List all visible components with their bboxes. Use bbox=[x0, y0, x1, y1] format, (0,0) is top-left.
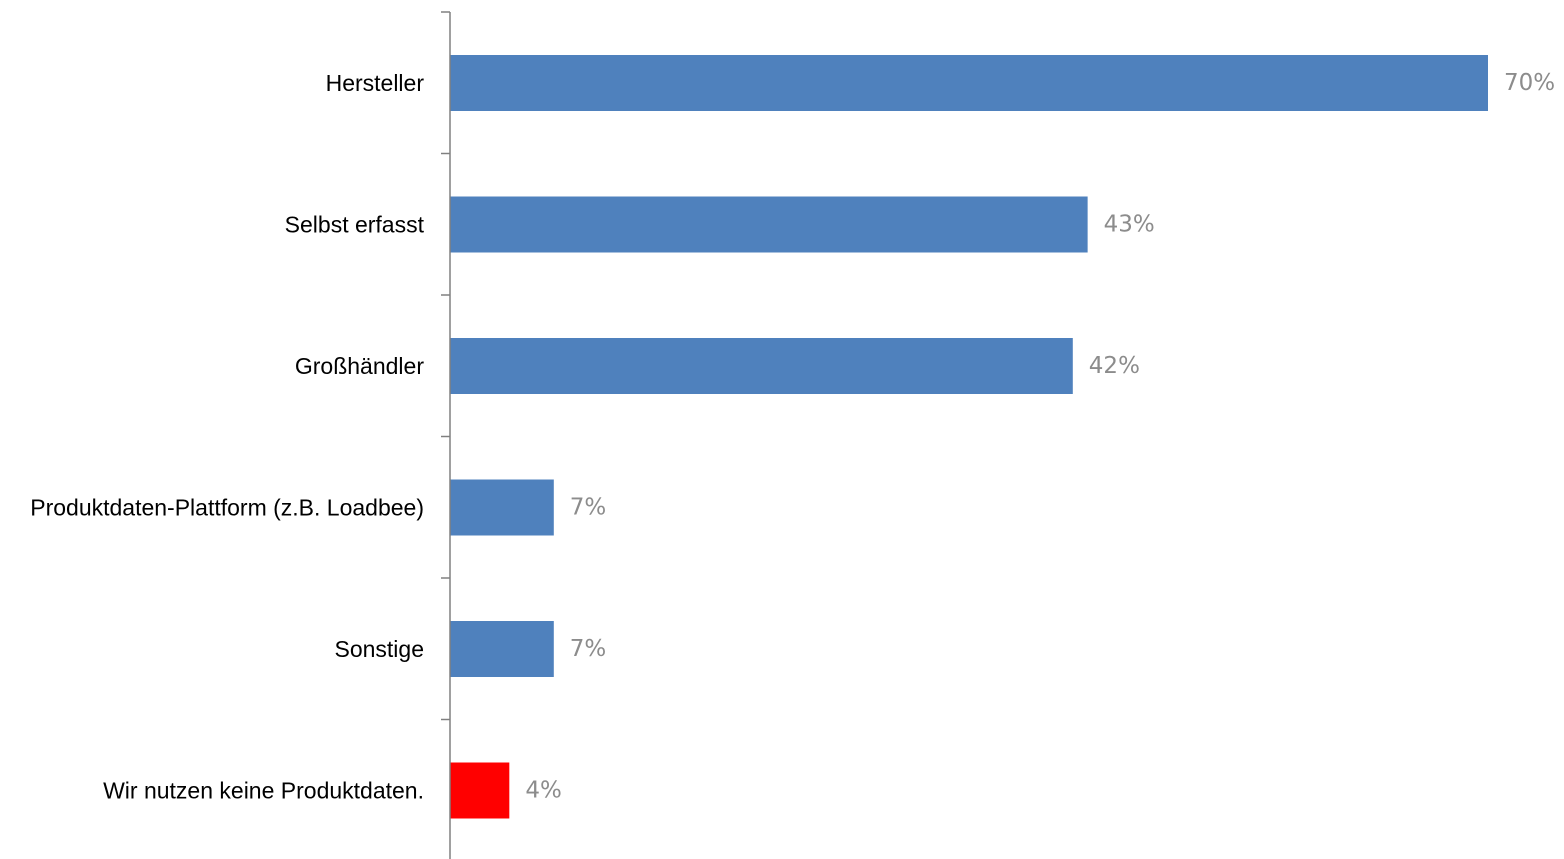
bar bbox=[450, 196, 1088, 253]
value-labels: 70% 43% 42% 7% 7% 4% bbox=[525, 70, 1555, 804]
axis-ticks bbox=[441, 11, 450, 721]
category-label: Wir nutzen keine Produktdaten. bbox=[103, 778, 424, 804]
category-label: Sonstige bbox=[334, 636, 424, 662]
bar bbox=[450, 479, 554, 536]
value-label: 7% bbox=[570, 495, 607, 521]
bar bbox=[450, 55, 1488, 111]
value-label: 43% bbox=[1104, 212, 1155, 238]
value-label: 70% bbox=[1504, 70, 1555, 96]
value-label: 42% bbox=[1089, 353, 1140, 379]
value-label: 7% bbox=[570, 636, 607, 662]
category-label: Produktdaten-Plattform (z.B. Loadbee) bbox=[30, 495, 424, 521]
category-label: Großhändler bbox=[295, 353, 424, 379]
category-labels: Hersteller Selbst erfasst Großhändler Produ… bbox=[30, 70, 424, 804]
bars bbox=[450, 55, 1488, 819]
bar bbox=[450, 621, 554, 677]
bar bbox=[450, 338, 1073, 394]
bar bbox=[450, 762, 510, 819]
category-label: Selbst erfasst bbox=[285, 212, 425, 238]
category-label: Hersteller bbox=[326, 70, 425, 96]
value-label: 4% bbox=[525, 778, 562, 804]
